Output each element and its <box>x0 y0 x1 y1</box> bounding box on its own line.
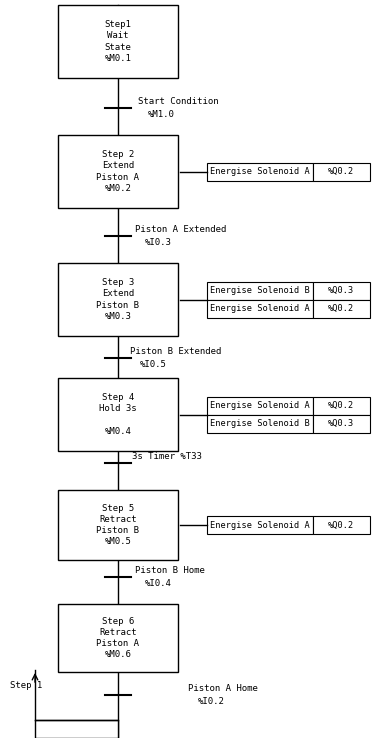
Bar <box>58 135 178 208</box>
Bar <box>313 162 370 181</box>
Bar <box>58 604 178 672</box>
Text: %Q0.2: %Q0.2 <box>328 304 355 313</box>
Text: Energise Solenoid A: Energise Solenoid A <box>210 520 310 529</box>
Text: %I0.2: %I0.2 <box>198 697 225 706</box>
Text: %I0.5: %I0.5 <box>140 360 167 369</box>
Text: %Q0.2: %Q0.2 <box>328 401 355 410</box>
Text: %M1.0: %M1.0 <box>148 110 175 120</box>
Text: 3s Timer %T33: 3s Timer %T33 <box>132 452 202 461</box>
Text: Piston B Home: Piston B Home <box>135 566 205 575</box>
Text: Step 2
Extend
Piston A
%M0.2: Step 2 Extend Piston A %M0.2 <box>97 151 139 193</box>
Bar <box>207 300 313 317</box>
Bar <box>58 490 178 560</box>
Text: Step 5
Retract
Piston B
%M0.5: Step 5 Retract Piston B %M0.5 <box>97 504 139 546</box>
Bar <box>207 396 313 415</box>
Text: Energise Solenoid A: Energise Solenoid A <box>210 304 310 313</box>
Text: Energise Solenoid A: Energise Solenoid A <box>210 401 310 410</box>
Text: Energise Solenoid A: Energise Solenoid A <box>210 167 310 176</box>
Text: Step 4
Hold 3s

%M0.4: Step 4 Hold 3s %M0.4 <box>99 393 137 435</box>
Text: Step 3
Extend
Piston B
%M0.3: Step 3 Extend Piston B %M0.3 <box>97 278 139 320</box>
Bar <box>313 281 370 300</box>
Bar <box>313 516 370 534</box>
Text: Step1
Wait
State
%M0.1: Step1 Wait State %M0.1 <box>105 21 132 63</box>
Text: Piston A Home: Piston A Home <box>188 684 258 693</box>
Bar <box>207 162 313 181</box>
Text: Step 6
Retract
Piston A
%M0.6: Step 6 Retract Piston A %M0.6 <box>97 617 139 659</box>
Text: Piston B Extended: Piston B Extended <box>130 347 221 356</box>
Text: %Q0.2: %Q0.2 <box>328 167 355 176</box>
Bar <box>207 415 313 432</box>
Text: %I0.4: %I0.4 <box>145 579 172 588</box>
Bar <box>35 720 118 738</box>
Text: Energise Solenoid B: Energise Solenoid B <box>210 286 310 295</box>
Bar <box>207 516 313 534</box>
Text: %Q0.2: %Q0.2 <box>328 520 355 529</box>
Text: Start Condition: Start Condition <box>138 97 218 106</box>
Bar <box>58 263 178 336</box>
Bar <box>58 378 178 451</box>
Bar <box>207 281 313 300</box>
Text: %Q0.3: %Q0.3 <box>328 286 355 295</box>
Text: %I0.3: %I0.3 <box>145 238 172 247</box>
Bar <box>313 396 370 415</box>
Bar <box>313 300 370 317</box>
Bar <box>58 5 178 78</box>
Text: Energise Solenoid B: Energise Solenoid B <box>210 419 310 428</box>
Bar <box>313 415 370 432</box>
Text: Step 1: Step 1 <box>10 680 42 689</box>
Text: %Q0.3: %Q0.3 <box>328 419 355 428</box>
Text: Piston A Extended: Piston A Extended <box>135 225 226 234</box>
